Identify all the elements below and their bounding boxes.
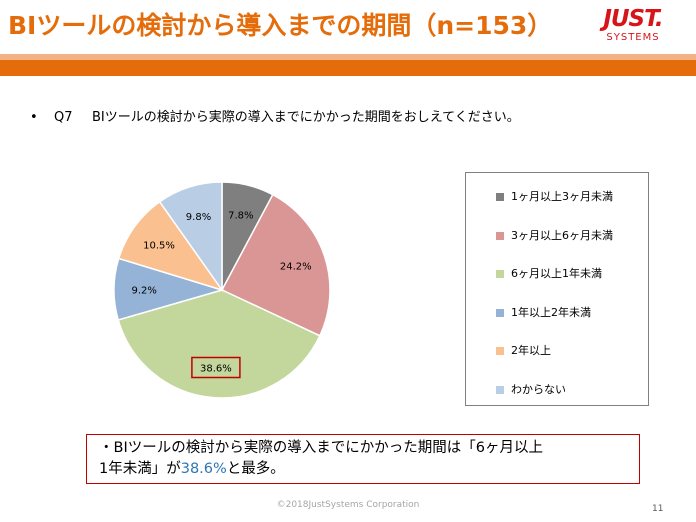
summary-line-2: 1年未満」が38.6%と最多。	[99, 459, 629, 480]
pie-labels: 7.8% 24.2% 38.6% 9.2% 10.5% 9.8%	[131, 211, 311, 375]
legend-label-2: 3ヶ月以上6ヶ月未満	[511, 228, 613, 242]
legend-label-6: わからない	[511, 383, 566, 396]
legend-label-5: 2年以上	[511, 344, 551, 358]
question-number: Q7	[54, 110, 73, 125]
copyright: ©2018JustSystems Corporation	[276, 500, 420, 510]
data-label-1: 7.8%	[228, 211, 253, 222]
highlight-box	[191, 356, 241, 379]
legend-swatch-1	[496, 193, 504, 201]
data-label-5: 10.5%	[143, 240, 175, 251]
legend-swatch-3	[496, 270, 504, 279]
legend-swatch-2	[496, 231, 504, 240]
legend-item-2: 3ヶ月以上6ヶ月未満	[496, 228, 613, 242]
pie-chart: 7.8% 24.2% 38.6% 9.2% 10.5% 9.8%	[113, 181, 331, 399]
legend-item-3: 6ヶ月以上1年未満	[496, 268, 602, 280]
summary-text-after: と最多。	[226, 461, 285, 477]
summary-line-1: ・BIツールの検討から実際の導入までにかかった期間は「6ヶ月以上	[99, 440, 543, 456]
data-label-6: 9.8%	[186, 212, 211, 223]
question-bullet: •	[30, 110, 38, 125]
pie-slice-5	[117, 200, 224, 292]
legend-item-4: 1年以上2年未満	[496, 305, 591, 319]
pie-slice-6	[158, 181, 223, 293]
logo-sub-text: SYSTEMS	[606, 32, 660, 43]
legend-item-5: 2年以上	[496, 345, 551, 357]
legend-item-6: わからない	[496, 384, 566, 396]
question-line: • Q7 BIツールの検討から実際の導入までにかかった期間をおしえてください。	[30, 106, 520, 125]
page-number: 11	[652, 504, 664, 514]
legend-item-1: 1ヶ月以上3ヶ月未満	[496, 191, 613, 203]
pie-slice-3	[117, 289, 321, 399]
data-label-2: 24.2%	[280, 261, 312, 272]
header-band	[0, 60, 696, 76]
logo-main-text: JUST.	[603, 6, 663, 32]
pie-slices	[113, 181, 331, 399]
summary-highlight-value: 38.6%	[180, 461, 227, 477]
legend-swatch-4	[496, 308, 504, 317]
legend-label-1: 1ヶ月以上3ヶ月未満	[511, 190, 613, 203]
legend-label-3: 6ヶ月以上1年未満	[511, 267, 602, 281]
header-band-light	[0, 54, 696, 60]
slide-title: BIツールの検討から導入までの期間（n=153）	[8, 11, 553, 40]
highlight-layer	[191, 356, 241, 379]
question-text: BIツールの検討から実際の導入までにかかった期間をおしえてください。	[92, 110, 520, 125]
justsystems-logo: JUST. SYSTEMS	[588, 8, 678, 48]
data-label-4: 9.2%	[131, 285, 156, 296]
pie-slice-2	[220, 193, 331, 337]
chart-legend: 1ヶ月以上3ヶ月未満 3ヶ月以上6ヶ月未満 6ヶ月以上1年未満 1年以上2年未満 2年以…	[465, 172, 649, 406]
summary-box: ・BIツールの検討から実際の導入までにかかった期間は「6ヶ月以上 1年未満」が3…	[86, 434, 640, 484]
legend-label-4: 1年以上2年未満	[511, 305, 591, 319]
legend-swatch-5	[496, 347, 504, 356]
legend-swatch-6	[496, 386, 504, 394]
summary-text-before: 1年未満」が	[99, 461, 181, 477]
data-label-3: 38.6%	[200, 364, 232, 375]
